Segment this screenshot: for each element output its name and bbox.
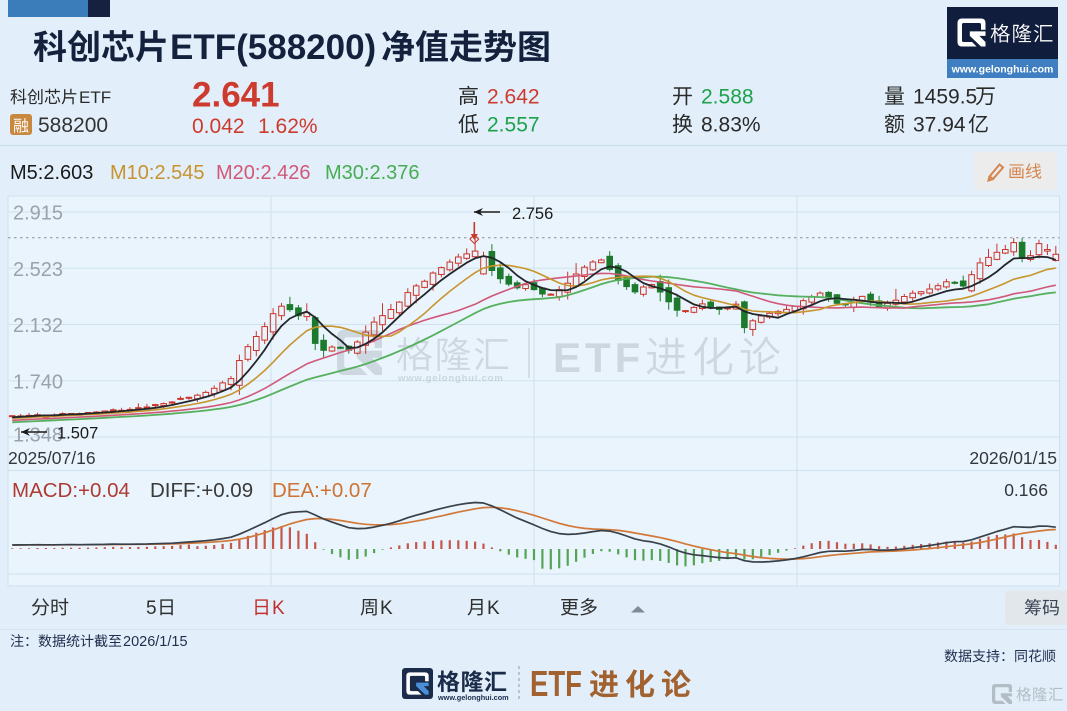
svg-text:1459.5: 1459.5 bbox=[913, 86, 977, 109]
svg-text:2.642: 2.642 bbox=[487, 86, 540, 109]
svg-text:2.756: 2.756 bbox=[512, 205, 553, 223]
svg-text:2.588: 2.588 bbox=[701, 86, 754, 109]
svg-text:M5:2.603: M5:2.603 bbox=[10, 162, 93, 184]
svg-text:www.gelonghui.com: www.gelonghui.com bbox=[437, 693, 509, 702]
svg-text:DIFF:+0.09: DIFF:+0.09 bbox=[150, 479, 253, 502]
svg-text:K: K bbox=[380, 598, 393, 619]
svg-text:www.gelonghui.com: www.gelonghui.com bbox=[397, 373, 504, 384]
svg-text:2025/07/16: 2025/07/16 bbox=[8, 448, 96, 468]
svg-text:2.132: 2.132 bbox=[13, 315, 63, 337]
svg-text:www.gelonghui.com: www.gelonghui.com bbox=[951, 64, 1054, 76]
svg-text:M20:2.426: M20:2.426 bbox=[216, 162, 311, 184]
svg-text:0.042: 0.042 bbox=[192, 115, 245, 138]
svg-text:2026/1/15: 2026/1/15 bbox=[123, 634, 188, 650]
svg-text:ETF: ETF bbox=[79, 88, 111, 107]
svg-text:5: 5 bbox=[146, 598, 157, 619]
svg-text:2.557: 2.557 bbox=[487, 114, 540, 137]
svg-text:MACD:+0.04: MACD:+0.04 bbox=[12, 479, 130, 502]
svg-text:1.62%: 1.62% bbox=[258, 115, 318, 138]
svg-text:K: K bbox=[272, 598, 285, 619]
svg-text:2.523: 2.523 bbox=[13, 259, 63, 281]
svg-text:ETF: ETF bbox=[553, 334, 644, 381]
svg-text:1.348: 1.348 bbox=[13, 425, 63, 447]
svg-text:ETF(588200): ETF(588200) bbox=[170, 28, 376, 67]
svg-text:2.641: 2.641 bbox=[192, 76, 280, 115]
svg-text:8.83%: 8.83% bbox=[701, 114, 761, 137]
svg-text:ETF: ETF bbox=[530, 663, 582, 704]
svg-text:1.740: 1.740 bbox=[13, 371, 63, 393]
svg-text:1.507: 1.507 bbox=[57, 425, 98, 443]
svg-text:37.94: 37.94 bbox=[913, 114, 966, 137]
svg-text:M30:2.376: M30:2.376 bbox=[325, 162, 420, 184]
svg-text:588200: 588200 bbox=[38, 114, 108, 137]
svg-text:2.915: 2.915 bbox=[13, 203, 63, 225]
svg-text:0.166: 0.166 bbox=[1004, 480, 1048, 500]
svg-text:DEA:+0.07: DEA:+0.07 bbox=[272, 479, 372, 502]
svg-text:M10:2.545: M10:2.545 bbox=[110, 162, 205, 184]
svg-text:K: K bbox=[487, 598, 500, 619]
svg-text:2026/01/15: 2026/01/15 bbox=[969, 448, 1057, 468]
